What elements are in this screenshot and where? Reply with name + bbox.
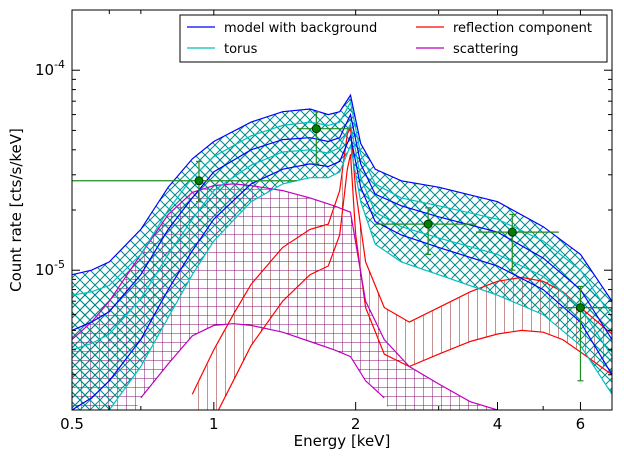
legend-entry-scattering: scattering [453, 42, 519, 57]
axis-ticks: 0.5 1 2 4 6 10-5 10-4 [35, 9, 613, 433]
data-point-4 [575, 303, 585, 313]
x-tick-label-1: 1 [209, 415, 219, 433]
x-tick-label-0: 0.5 [60, 415, 84, 433]
torus-upper-line [72, 100, 612, 318]
legend-entry-model: model with background [224, 21, 377, 36]
torus-mid-line [72, 121, 612, 357]
data-point-2 [423, 219, 433, 229]
x-tick-label-4: 6 [576, 415, 586, 433]
legend: model with background reflection compone… [179, 14, 608, 63]
data-point-3 [507, 227, 517, 237]
torus-lower-line [108, 143, 612, 410]
data-point-0 [194, 176, 204, 186]
y-axis-label: Count rate [cts/s/keV] [7, 128, 25, 292]
legend-frame [179, 14, 608, 63]
data-point-1 [311, 124, 321, 134]
reflection-lower-line [217, 154, 612, 410]
model-upper-line [72, 93, 612, 302]
y-tick-label-0: 10-5 [35, 258, 65, 279]
legend-entry-reflection: reflection component [453, 21, 592, 36]
x-axis-label: Energy [keV] [294, 432, 391, 450]
y-tick-label-1: 10-4 [35, 58, 65, 79]
x-tick-label-2: 2 [351, 415, 361, 433]
scattering-lower-line [140, 323, 385, 399]
reflection-band [192, 127, 612, 410]
model-mid-line [72, 112, 612, 340]
plot-area [72, 93, 612, 410]
legend-entry-torus: torus [224, 42, 258, 57]
x-tick-label-3: 4 [493, 415, 503, 433]
reflection-upper-line [191, 124, 612, 395]
model-lower-line [72, 133, 612, 410]
